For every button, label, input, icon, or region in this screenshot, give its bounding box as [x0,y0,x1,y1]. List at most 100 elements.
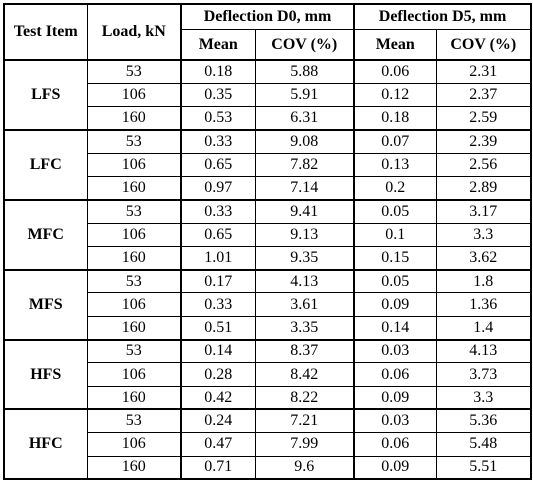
header-d5-mean: Mean [353,29,437,61]
header-load: Load, kN [86,3,182,61]
d5-mean-cell: 0.07 [353,129,437,154]
table-body: LFS 53 0.18 5.88 0.06 2.31 106 0.35 5.91 0.12 2.37… [3,59,533,481]
table-row: HFS 53 0.14 8.37 0.03 4.13 [3,339,533,411]
d5-cov-cell: 3.73 [435,362,533,387]
d0-mean-cell: 0.97 [180,175,256,201]
test-item-cell: MFC [3,199,88,271]
d5-mean-cell: 0.18 [353,106,437,131]
d0-mean-cell: 0.17 [180,269,256,294]
d5-mean-cell: 0.09 [353,455,437,481]
d0-cov-cell: 4.13 [254,269,356,294]
d0-cov-cell: 3.35 [254,315,356,341]
table-row: 160 0.71 9.6 0.09 5.51 [4,455,533,481]
load-cell: 53 [86,269,182,294]
d5-mean-cell: 0.06 [353,59,437,84]
load-cell: 160 [86,455,182,481]
d0-mean-cell: 0.33 [180,199,256,224]
d5-mean-cell: 0.2 [353,175,437,201]
table-row: 106 0.65 9.13 0.1 3.3 [4,222,533,247]
d0-cov-cell: 7.99 [254,432,356,457]
d5-mean-cell: 0.05 [353,199,437,224]
d5-mean-cell: 0.06 [353,362,437,387]
test-item-cell: MFS [3,269,88,341]
test-item-cell: HFS [3,339,88,411]
load-cell: 106 [86,292,182,317]
deflection-table: Test Item Load, kN Deflection D0, mm Def… [3,3,533,481]
table-row: 160 0.97 7.14 0.2 2.89 [4,175,533,201]
load-cell: 106 [86,432,182,457]
table-row: 160 0.51 3.35 0.14 1.4 [4,315,533,341]
d0-mean-cell: 1.01 [180,245,256,271]
d5-cov-cell: 2.39 [435,129,533,154]
d5-cov-cell: 2.37 [435,82,533,108]
d5-cov-cell: 3.62 [435,245,533,271]
load-cell: 53 [86,59,182,84]
table-row: 106 0.65 7.82 0.13 2.56 [4,152,533,177]
d0-mean-cell: 0.14 [180,339,256,364]
load-cell: 160 [86,315,182,341]
table-row: 106 0.47 7.99 0.06 5.48 [4,432,533,457]
d0-mean-cell: 0.33 [180,292,256,317]
d0-mean-cell: 0.28 [180,362,256,387]
d0-cov-cell: 9.08 [254,129,356,154]
d5-mean-cell: 0.15 [353,245,437,271]
d0-cov-cell: 7.21 [254,408,356,434]
d5-cov-cell: 3.17 [435,199,533,224]
d0-cov-cell: 9.41 [254,199,356,224]
table-header: Test Item Load, kN Deflection D0, mm Def… [3,3,533,61]
load-cell: 160 [86,106,182,131]
d5-mean-cell: 0.03 [353,339,437,364]
header-d0-cov: COV (%) [254,29,356,61]
d0-cov-cell: 5.91 [254,82,356,108]
table-row: 160 0.42 8.22 0.09 3.3 [4,385,533,411]
d0-mean-cell: 0.24 [180,408,256,434]
header-d5-cov: COV (%) [435,29,533,61]
table-row: 160 1.01 9.35 0.15 3.62 [4,245,533,271]
d0-cov-cell: 9.6 [254,455,356,481]
d0-mean-cell: 0.42 [180,385,256,411]
load-cell: 160 [86,245,182,271]
d5-cov-cell: 2.31 [435,59,533,84]
d5-cov-cell: 3.3 [435,222,533,247]
d0-cov-cell: 7.82 [254,152,356,177]
d5-mean-cell: 0.03 [353,408,437,434]
header-d0-group: Deflection D0, mm [180,3,356,30]
d0-cov-cell: 9.13 [254,222,356,247]
header-row-top: Test Item Load, kN Deflection D0, mm Def… [3,3,533,61]
test-item-cell: HFC [3,408,88,481]
load-cell: 160 [86,385,182,411]
d0-cov-cell: 7.14 [254,175,356,201]
header-d5-group: Deflection D5, mm [353,3,533,30]
d5-mean-cell: 0.1 [353,222,437,247]
d0-cov-cell: 5.88 [254,59,356,84]
load-cell: 160 [86,175,182,201]
d0-mean-cell: 0.35 [180,82,256,108]
d5-cov-cell: 3.3 [435,385,533,411]
d0-mean-cell: 0.65 [180,152,256,177]
test-item-cell: LFS [3,59,88,131]
table-row: LFS 53 0.18 5.88 0.06 2.31 [3,59,533,131]
header-row-bottom: Mean COV (%) Mean COV (%) [4,29,533,61]
d0-mean-cell: 0.47 [180,432,256,457]
d0-cov-cell: 3.61 [254,292,356,317]
load-cell: 53 [86,199,182,224]
load-cell: 106 [86,82,182,108]
load-cell: 106 [86,222,182,247]
d5-cov-cell: 1.8 [435,269,533,294]
d5-cov-cell: 1.4 [435,315,533,341]
d0-cov-cell: 8.22 [254,385,356,411]
d5-cov-cell: 5.48 [435,432,533,457]
d0-cov-cell: 9.35 [254,245,356,271]
d5-cov-cell: 4.13 [435,339,533,364]
load-cell: 53 [86,408,182,434]
d5-cov-cell: 2.59 [435,106,533,131]
test-item-cell: LFC [3,129,88,201]
table-row: MFC 53 0.33 9.41 0.05 3.17 [3,199,533,271]
header-test-item: Test Item [3,3,88,61]
table-row: HFC 53 0.24 7.21 0.03 5.36 [3,408,533,481]
d5-mean-cell: 0.09 [353,385,437,411]
load-cell: 53 [86,129,182,154]
d5-mean-cell: 0.12 [353,82,437,108]
d5-cov-cell: 2.56 [435,152,533,177]
d5-mean-cell: 0.14 [353,315,437,341]
